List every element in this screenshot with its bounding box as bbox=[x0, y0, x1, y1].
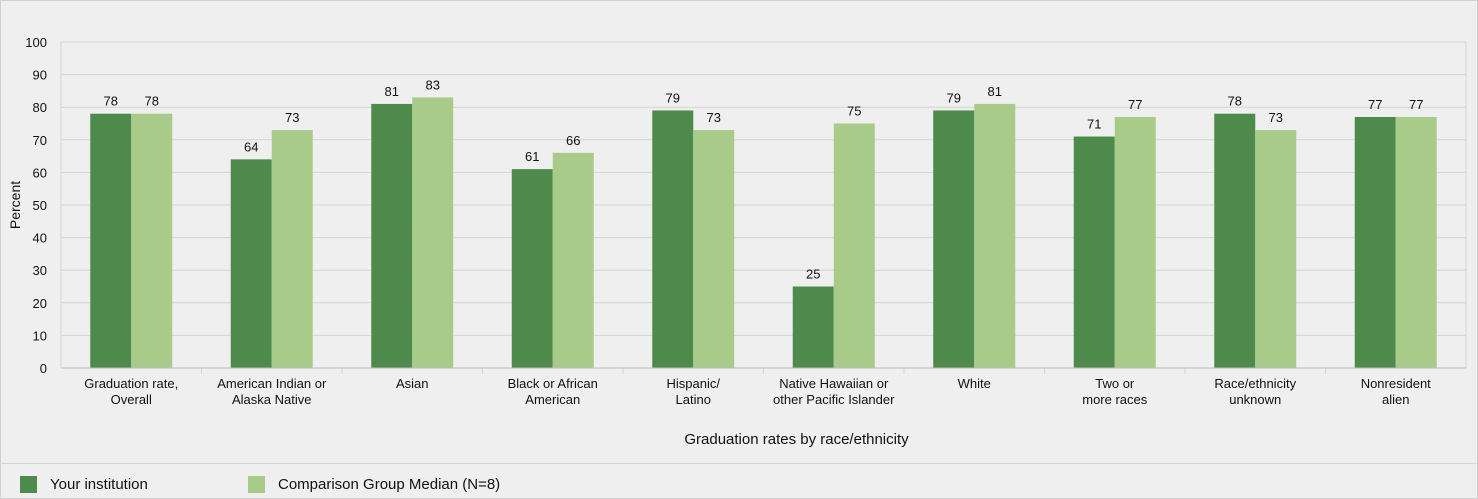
y-tick-label: 70 bbox=[33, 133, 47, 148]
legend-item-comparison-group: Comparison Group Median (N=8) bbox=[248, 473, 500, 495]
data-label: 75 bbox=[847, 104, 861, 119]
x-tick-label: Native Hawaiian or bbox=[779, 376, 889, 391]
data-label: 79 bbox=[947, 90, 961, 105]
data-label: 73 bbox=[285, 110, 299, 125]
bar bbox=[371, 103, 413, 368]
y-tick-label: 80 bbox=[33, 100, 47, 115]
bar bbox=[230, 159, 272, 368]
y-tick-label: 40 bbox=[33, 231, 47, 246]
legend-label-comparison-group: Comparison Group Median (N=8) bbox=[278, 475, 501, 493]
y-axis-label: Percent bbox=[7, 181, 23, 229]
data-label: 81 bbox=[385, 84, 399, 99]
bar bbox=[933, 110, 975, 369]
data-label: 73 bbox=[707, 110, 721, 125]
y-tick-label: 0 bbox=[40, 361, 47, 376]
bar bbox=[1114, 116, 1156, 368]
x-tick-label: unknown bbox=[1229, 392, 1281, 407]
x-tick-label: alien bbox=[1382, 392, 1409, 407]
bar bbox=[90, 113, 132, 368]
data-label: 83 bbox=[426, 77, 440, 92]
data-label: 61 bbox=[525, 149, 539, 164]
bar bbox=[412, 97, 454, 369]
legend-swatch-comparison-group bbox=[248, 475, 265, 493]
bar bbox=[1073, 136, 1115, 368]
data-label: 66 bbox=[566, 133, 580, 148]
bar bbox=[792, 286, 834, 368]
x-tick-label: Graduation rate, bbox=[84, 376, 178, 391]
bar bbox=[974, 103, 1016, 368]
x-tick-label: other Pacific Islander bbox=[773, 392, 895, 407]
data-label: 78 bbox=[104, 94, 118, 109]
y-tick-label: 60 bbox=[33, 165, 47, 180]
data-label: 25 bbox=[806, 267, 820, 282]
bar bbox=[1354, 116, 1396, 368]
bar bbox=[131, 113, 173, 368]
bar bbox=[511, 169, 553, 368]
data-label: 81 bbox=[988, 84, 1002, 99]
bar bbox=[1214, 113, 1256, 368]
data-label: 71 bbox=[1087, 117, 1101, 132]
x-tick-label: Hispanic/ bbox=[667, 376, 721, 391]
bar bbox=[271, 130, 313, 368]
y-tick-label: 30 bbox=[33, 263, 47, 278]
data-label: 77 bbox=[1128, 97, 1142, 112]
bar bbox=[552, 152, 594, 368]
bar bbox=[693, 130, 735, 368]
data-label: 79 bbox=[666, 90, 680, 105]
data-label: 64 bbox=[244, 139, 258, 154]
y-tick-label: 50 bbox=[33, 198, 47, 213]
x-tick-label: Asian bbox=[396, 376, 429, 391]
x-tick-label: Latino bbox=[676, 392, 711, 407]
x-tick-label: White bbox=[958, 376, 991, 391]
bar bbox=[652, 110, 694, 369]
y-tick-label: 100 bbox=[25, 35, 47, 50]
legend-swatch-your-institution bbox=[20, 475, 37, 493]
data-label: 73 bbox=[1269, 110, 1283, 125]
data-label: 77 bbox=[1409, 97, 1423, 112]
x-tick-label: Overall bbox=[111, 392, 152, 407]
bar bbox=[1395, 116, 1437, 368]
bar bbox=[833, 123, 875, 368]
x-tick-label: Nonresident bbox=[1361, 376, 1431, 391]
x-tick-label: Two or bbox=[1095, 376, 1135, 391]
y-tick-label: 10 bbox=[33, 328, 47, 343]
y-tick-label: 20 bbox=[33, 296, 47, 311]
x-axis-label: Graduation rates by race/ethnicity bbox=[684, 431, 909, 448]
y-tick-label: 90 bbox=[33, 68, 47, 83]
x-tick-label: Race/ethnicity bbox=[1214, 376, 1296, 391]
x-tick-label: more races bbox=[1082, 392, 1148, 407]
x-tick-label: Alaska Native bbox=[232, 392, 311, 407]
legend-item-your-institution: Your institution bbox=[20, 473, 148, 495]
x-tick-label: Black or African bbox=[508, 376, 598, 391]
bar-chart: 0 10 20 30 40 50 60 70 80 90 100 Percent 78 78 Graduat… bbox=[7, 35, 1467, 448]
x-tick-label: American bbox=[525, 392, 580, 407]
data-label: 77 bbox=[1368, 97, 1382, 112]
legend: Your institution Comparison Group Median… bbox=[0, 473, 1478, 497]
bar bbox=[1255, 130, 1297, 368]
x-tick-label: American Indian or bbox=[217, 376, 327, 391]
legend-label-your-institution: Your institution bbox=[50, 475, 148, 493]
data-label: 78 bbox=[1228, 94, 1242, 109]
legend-divider bbox=[0, 463, 1478, 464]
data-label: 78 bbox=[145, 94, 159, 109]
